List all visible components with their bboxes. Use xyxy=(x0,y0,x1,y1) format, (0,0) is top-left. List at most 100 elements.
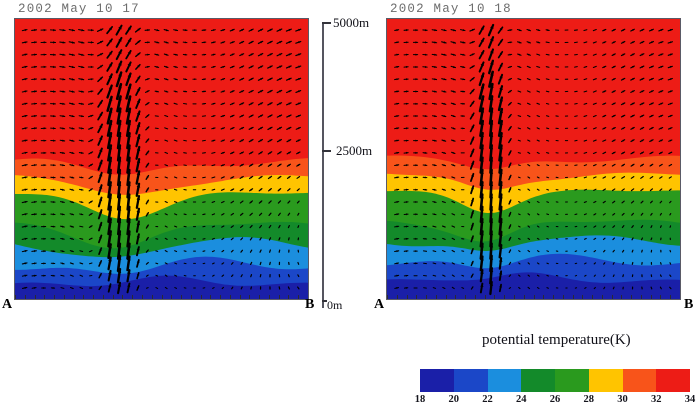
colorbar-cell-6 xyxy=(622,369,657,392)
bottom-axis-tick xyxy=(288,295,290,299)
bottom-axis-tick xyxy=(445,295,447,299)
bottom-axis-tick xyxy=(533,295,535,299)
colorbar-cell-2 xyxy=(487,369,522,392)
wind-vector-field-left xyxy=(21,24,302,295)
colorbar-tick-28: 28 xyxy=(583,394,595,405)
bottom-axis-tick xyxy=(426,295,428,299)
bottom-axis-tick xyxy=(562,295,564,299)
vertical-axis-line xyxy=(322,22,324,308)
bottom-axis-tick xyxy=(181,295,183,299)
temperature-field-right xyxy=(387,19,680,299)
colorbar-cell-7 xyxy=(656,369,690,392)
bottom-axis-tick xyxy=(200,295,202,299)
panel-right-endpoint-a: A xyxy=(374,297,385,312)
colorbar-tick-20: 20 xyxy=(448,394,460,405)
temperature-field-left xyxy=(15,19,308,299)
wind-vector-field-right xyxy=(394,23,674,296)
bottom-axis-tick xyxy=(416,295,418,299)
isentrope-fill xyxy=(15,19,308,299)
colorbar-title: potential temperature(K) xyxy=(482,332,631,348)
panel-right-endpoint-b: B xyxy=(684,297,694,312)
bottom-axis-tick xyxy=(543,295,545,299)
bottom-axis-tick xyxy=(465,295,467,299)
colorbar-cell-0 xyxy=(420,369,454,392)
bottom-axis-tick xyxy=(396,295,398,299)
cross-section-panel-left[interactable] xyxy=(14,18,309,300)
panel-title-left: 2002 May 10 17 xyxy=(18,2,140,16)
bottom-axis-tick xyxy=(83,295,85,299)
bottom-axis-tick xyxy=(474,295,476,299)
colorbar-cell-3 xyxy=(521,369,555,392)
bottom-axis-tick xyxy=(484,295,486,299)
bottom-axis-tick xyxy=(650,295,652,299)
colorbar-tick-32: 32 xyxy=(651,394,662,405)
colorbar-tick-22: 22 xyxy=(482,394,493,405)
bottom-axis-tick xyxy=(229,295,231,299)
bottom-axis-tick xyxy=(553,295,555,299)
isentrope-fill xyxy=(387,19,680,299)
bottom-axis-tick xyxy=(611,295,613,299)
bottom-axis-tick xyxy=(151,295,153,299)
bottom-axis-tick xyxy=(435,295,437,299)
bottom-axis-tick xyxy=(494,295,496,299)
bottom-axis-tick xyxy=(132,295,134,299)
colorbar-tick-34: 34 xyxy=(684,394,696,405)
bottom-axis-tick xyxy=(141,295,143,299)
bottom-axis-tick xyxy=(631,295,633,299)
bottom-axis-tick xyxy=(601,295,603,299)
axis-label-2500: 2500m xyxy=(336,143,373,158)
colorbar-tick-26: 26 xyxy=(549,394,561,405)
isentrope-band-6 xyxy=(387,272,680,299)
colorbar-tick-18: 18 xyxy=(414,394,426,405)
cross-section-panel-right[interactable] xyxy=(386,18,681,300)
bottom-axis-tick xyxy=(572,295,574,299)
axis-label-5000: 5000m xyxy=(333,15,370,30)
bottom-axis-tick xyxy=(73,295,75,299)
bottom-axis-tick xyxy=(513,295,515,299)
colorbar-cell-1 xyxy=(453,369,488,392)
bottom-axis-tick xyxy=(239,295,241,299)
bottom-axis-tick xyxy=(268,295,270,299)
bottom-axis-tick xyxy=(621,295,623,299)
bottom-axis-tick xyxy=(15,295,16,299)
bottom-axis-tick xyxy=(24,295,26,299)
axis-tick-0 xyxy=(322,300,327,302)
bottom-axis-tick xyxy=(278,295,280,299)
colorbar-cell-4 xyxy=(555,369,589,392)
colorbar-tick-labels: 18 20 22 24 26 28 30 32 34 xyxy=(415,394,696,410)
bottom-axis-tick xyxy=(455,295,457,299)
bottom-axis-tick xyxy=(122,295,124,299)
bottom-axis-tick xyxy=(640,295,642,299)
axis-tick-5000 xyxy=(322,22,331,24)
bottom-axis-tick xyxy=(249,295,251,299)
panel-left-endpoint-a: A xyxy=(2,297,13,312)
bottom-axis-tick xyxy=(670,295,672,299)
panel-left-endpoint-b: B xyxy=(305,297,315,312)
isentrope-band-6 xyxy=(15,275,308,299)
bottom-axis-tick xyxy=(63,295,65,299)
bottom-axis-tick xyxy=(34,295,36,299)
bottom-axis-tick xyxy=(220,295,222,299)
colorbar-tick-24: 24 xyxy=(516,394,527,405)
colorbar-cell-5 xyxy=(588,369,623,392)
panel-title-right: 2002 May 10 18 xyxy=(390,2,512,16)
bottom-axis-tick xyxy=(102,295,104,299)
bottom-axis-tick xyxy=(259,295,261,299)
bottom-axis-tick xyxy=(660,295,662,299)
bottom-axis-tick xyxy=(504,295,506,299)
bottom-axis-tick xyxy=(387,295,388,299)
bottom-axis-tick xyxy=(592,295,594,299)
bottom-axis-tick xyxy=(680,295,681,299)
bottom-axis-tick xyxy=(582,295,584,299)
bottom-axis-tick xyxy=(171,295,173,299)
bottom-axis-tick xyxy=(112,295,114,299)
bottom-axis-tick xyxy=(93,295,95,299)
axis-tick-2500 xyxy=(322,150,331,152)
colorbar-tick-30: 30 xyxy=(617,394,628,405)
axis-label-0: 0m xyxy=(327,298,343,312)
bottom-axis-tick xyxy=(54,295,56,299)
colorbar[interactable] xyxy=(420,369,690,392)
bottom-axis-tick xyxy=(190,295,192,299)
bottom-axis-tick xyxy=(523,295,525,299)
